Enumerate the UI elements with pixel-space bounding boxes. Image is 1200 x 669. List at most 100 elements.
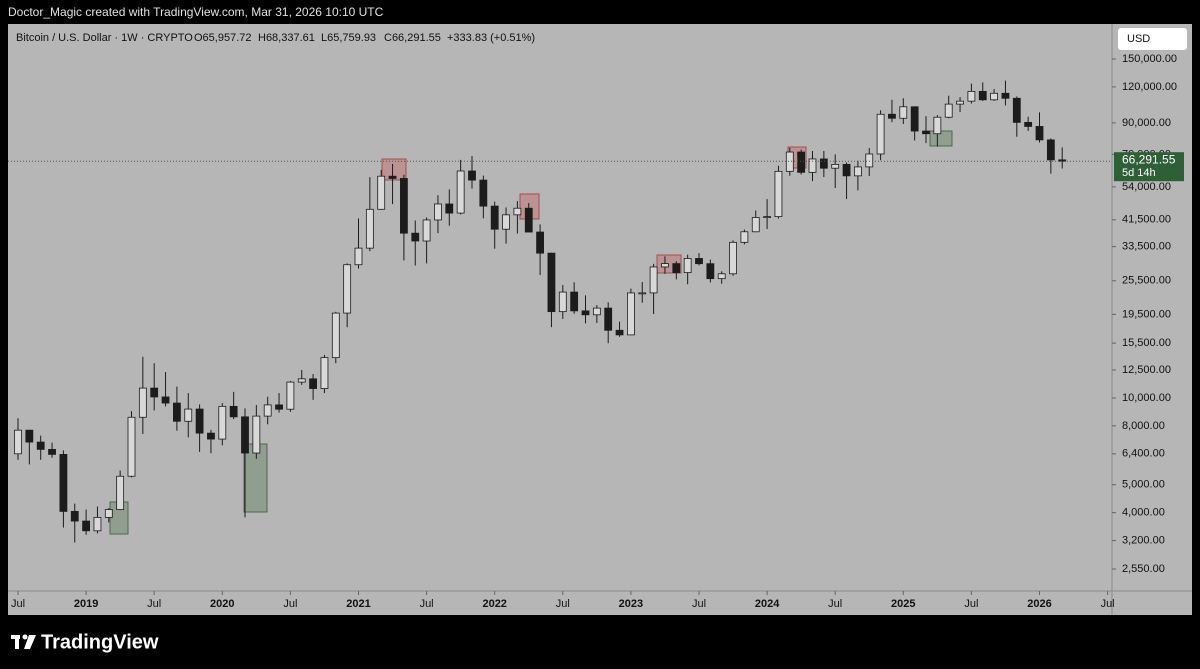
candle-body: [819, 158, 828, 169]
close: C66,291.55: [384, 32, 441, 44]
candle-body: [48, 448, 56, 455]
candle-body: [456, 170, 465, 214]
x-tick-label: 2022: [482, 598, 506, 610]
candle-body: [207, 432, 215, 440]
y-tick-label: 2,550.00: [1122, 563, 1165, 575]
symbol: Bitcoin / U.S. Dollar · 1W · CRYPTO: [16, 32, 193, 44]
high: H68,337.61: [258, 32, 315, 44]
logo-mark: [15, 635, 19, 649]
y-tick-label: 5,000.00: [1122, 479, 1165, 491]
candle-body: [831, 163, 840, 169]
candle-body: [502, 214, 510, 230]
candle-body: [956, 100, 964, 105]
candle-body: [116, 475, 125, 510]
candle-body: [717, 273, 726, 280]
candle-body: [740, 231, 749, 243]
y-tick-label: 54,000.00: [1122, 181, 1171, 193]
box: [381, 158, 407, 181]
candle-body: [399, 178, 408, 234]
candle-body: [490, 205, 499, 230]
candle-body: [990, 92, 998, 101]
candle-body: [649, 266, 658, 294]
open: O65,957.72: [194, 32, 252, 44]
candle-body: [161, 396, 170, 404]
y-tick-label: 3,200.00: [1122, 534, 1165, 546]
currency[interactable]: USD: [1127, 33, 1150, 45]
candle-body: [661, 263, 669, 268]
candle-body: [570, 291, 579, 312]
candle-body: [241, 416, 249, 454]
x-tick-label: 2025: [891, 598, 915, 610]
candle-body: [604, 307, 613, 331]
candle-body: [944, 103, 953, 118]
x-tick-label: 2023: [619, 598, 643, 610]
candle-body: [854, 166, 862, 177]
candle-body: [343, 264, 352, 314]
currency-button[interactable]: [1118, 28, 1187, 50]
chart-panel: [8, 24, 1192, 615]
candle-body: [354, 247, 363, 266]
candle-body: [865, 153, 874, 168]
candle-body: [706, 263, 715, 280]
y-tick-label: 15,500.00: [1122, 337, 1171, 349]
candle-body: [70, 510, 79, 522]
candle-body: [808, 158, 817, 173]
candle-body: [1024, 121, 1033, 127]
y-tick-label: 41,500.00: [1122, 214, 1171, 226]
candle-body: [581, 310, 590, 316]
y-tick-label: 150,000.00: [1122, 53, 1177, 65]
candle-body: [275, 404, 283, 410]
legend: Bitcoin / U.S. Dollar · 1W · CRYPTO O65,…: [16, 32, 535, 44]
x-tick-label: 2019: [74, 598, 98, 610]
candle-body: [729, 241, 737, 275]
y-tick-label: 19,500.00: [1122, 308, 1171, 320]
candle-body: [592, 307, 601, 316]
candle-body: [536, 231, 544, 254]
candle-body: [184, 408, 193, 422]
candle-body: [627, 292, 635, 336]
candle-body: [888, 113, 896, 119]
footer-brand: TradingView: [41, 631, 159, 653]
x-tick-label: Jul: [11, 598, 25, 610]
candle-body: [138, 387, 147, 418]
candle-body: [899, 106, 908, 119]
candle-body: [150, 387, 159, 398]
candle-body: [615, 329, 624, 336]
candle-body: [842, 163, 851, 177]
logo: TradingView: [11, 631, 159, 653]
last-price-label: 66,291.55: [1122, 152, 1176, 166]
candles: [14, 80, 1067, 543]
candle-body: [1035, 126, 1044, 141]
candle-body: [365, 208, 374, 249]
candle-body: [876, 113, 885, 155]
candle-body: [25, 429, 34, 443]
x-tick-label: 2024: [755, 598, 780, 610]
candle-body: [388, 175, 397, 179]
candle-body: [320, 357, 329, 389]
x-tick-label: Jul: [1101, 598, 1115, 610]
candle-body: [331, 312, 340, 359]
candle-body: [967, 90, 976, 102]
x-tick-label: Jul: [283, 598, 297, 610]
x-tick-label: Jul: [692, 598, 706, 610]
candle-body: [127, 416, 136, 477]
candle-body: [195, 408, 204, 434]
candle-body: [513, 207, 522, 216]
candle-body: [445, 203, 454, 214]
logo-mark: [22, 634, 28, 640]
candle-body: [547, 252, 556, 313]
candle-body: [411, 232, 420, 242]
y-tick-label: 33,500.00: [1122, 241, 1171, 253]
candle-body: [468, 170, 476, 181]
y-tick-label: 90,000.00: [1122, 117, 1171, 129]
candle-body: [172, 402, 181, 422]
x-tick-label: Jul: [556, 598, 570, 610]
y-tick-label: 12,500.00: [1122, 364, 1171, 376]
y-tick-label: 8,000.00: [1122, 420, 1165, 432]
candle-body: [763, 216, 771, 219]
candle-body: [1046, 139, 1055, 161]
y-tick-label: 10,000.00: [1122, 392, 1171, 404]
candle-body: [933, 116, 942, 135]
candle-body: [297, 378, 306, 383]
